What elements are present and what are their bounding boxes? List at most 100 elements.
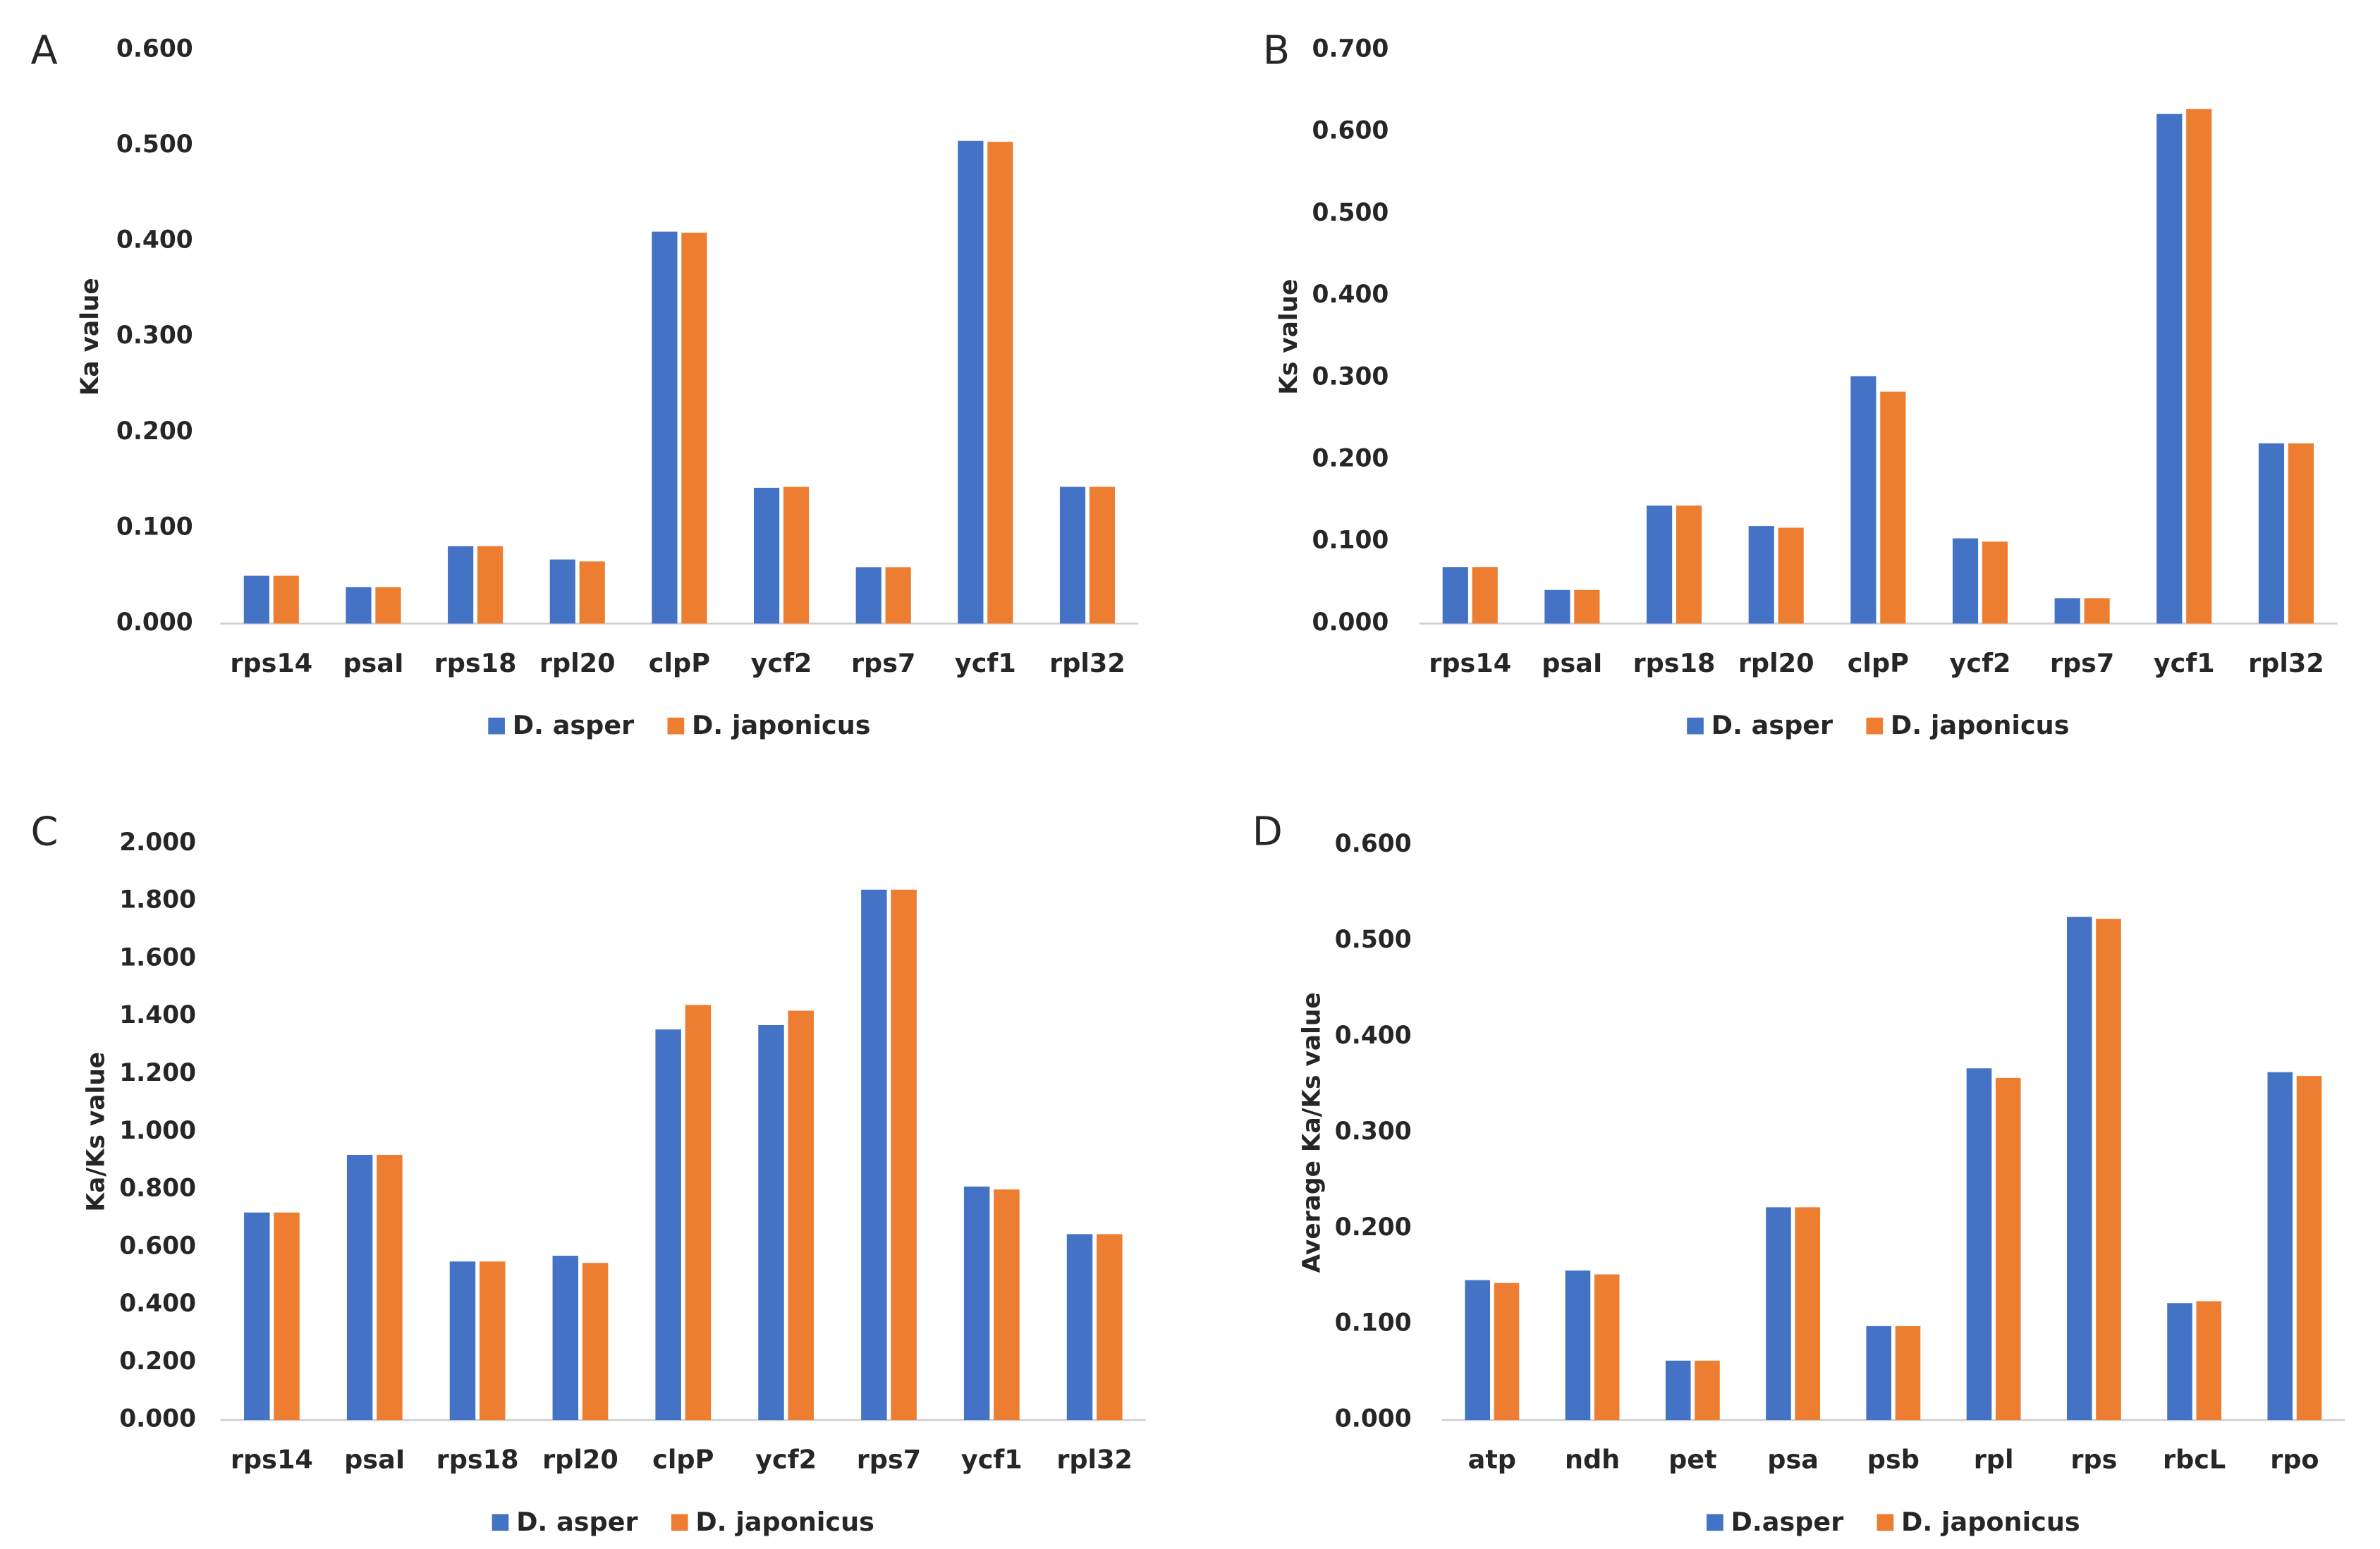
bar [1995,1077,2021,1421]
y-tick-label: 0.500 [116,130,193,159]
legend-label: D. asper [516,1507,637,1537]
x-tick-label: ycf1 [961,1445,1023,1475]
x-tick-label: rps14 [1429,648,1511,678]
panel-letter: C [31,809,59,855]
y-tick-label: 0.600 [116,35,193,63]
x-tick-label: psb [1867,1445,1920,1475]
bar [891,889,917,1421]
bar [244,1212,270,1421]
bar [1895,1325,1921,1421]
bar [1097,1234,1123,1421]
legend-swatch [671,1514,688,1531]
x-tick-label: pet [1668,1445,1716,1475]
bar [377,1154,403,1421]
bar [681,232,707,624]
legend-label: D. japonicus [1901,1507,2080,1537]
bar [1574,589,1600,624]
bar [1850,376,1876,624]
bar [1880,391,1906,624]
y-tick-label: 0.000 [1312,608,1389,637]
y-tick-label: 0.000 [116,608,193,637]
legend-label: D. japonicus [695,1507,874,1537]
y-tick-label: 0.300 [1335,1118,1412,1146]
y-tick-label: 0.500 [1312,199,1389,227]
bar [1494,1282,1520,1421]
x-tick-label: rps7 [857,1445,921,1475]
legend-swatch [488,717,505,735]
x-tick-label: clpP [1848,648,1909,678]
bar [655,1029,681,1421]
bar [2258,443,2285,624]
x-tick-label: psaI [1542,648,1602,678]
panel-letter: A [31,27,58,73]
bar [1059,486,1086,624]
x-tick-label: rps7 [851,648,915,678]
y-tick-label: 1.800 [119,886,196,914]
bar [994,1189,1020,1421]
bar [783,486,810,624]
y-tick-label: 0.400 [1312,281,1389,309]
y-tick-label: 0.200 [1335,1213,1412,1242]
y-tick-label: 0.600 [1335,830,1412,858]
x-tick-label: rps18 [434,648,517,678]
bar [582,1263,609,1421]
y-tick-label: 0.200 [1312,444,1389,472]
bar [963,1186,990,1421]
bar [1676,506,1702,624]
legend-swatch [492,1514,509,1531]
x-tick-label: ycf1 [955,648,1016,678]
bar [1066,1234,1093,1421]
bar [480,1261,506,1421]
bar [2186,109,2212,624]
bar [346,1154,373,1421]
y-tick-label: 0.300 [1312,362,1389,391]
bar [1442,567,1468,624]
bar [958,140,984,624]
x-tick-label: rpl20 [1738,648,1814,678]
y-tick-label: 0.500 [1335,926,1412,954]
bar [754,487,780,624]
bar [2167,1303,2192,1421]
legend-swatch [667,717,685,735]
x-tick-label: psa [1767,1445,1819,1475]
y-tick-label: 1.000 [119,1117,196,1145]
x-tick-label: rpl32 [1056,1445,1133,1475]
y-tick-label: 2.000 [119,828,196,857]
legend-swatch [1866,717,1884,735]
bar [1565,1271,1591,1421]
bar [1748,526,1774,624]
bar [2296,1076,2322,1421]
bar [1766,1207,1791,1421]
x-tick-label: rps18 [437,1445,519,1475]
x-tick-label: clpP [652,1445,714,1475]
x-tick-label: rps14 [231,1445,313,1475]
bar [1982,541,2008,624]
chart-panel: 0.000 0.100 0.200 0.300 0.400 0.500 0.600 rps14… [31,27,1139,740]
x-tick-label: rpo [2270,1445,2319,1475]
bar [855,567,881,624]
bar [448,546,474,624]
legend-label: D. asper [513,710,634,740]
x-tick-label: ycf2 [1950,648,2011,678]
y-tick-label: 0.400 [119,1290,196,1318]
legend: D.asper D. japonicus [1707,1507,2080,1537]
x-tick-label: atp [1468,1445,1516,1475]
x-tick-label: rps [2070,1445,2117,1475]
bar [2267,1072,2293,1421]
legend: D. asper D. japonicus [488,710,871,740]
x-tick-label: rpl32 [1049,648,1125,678]
bar [549,559,575,624]
y-axis-title: Average Ka/Ks value [1298,992,1326,1273]
bar [1544,589,1570,624]
y-tick-label: 0.000 [1335,1405,1412,1433]
bar [243,575,269,624]
y-tick-label: 0.600 [1312,117,1389,145]
x-tick-label: rbcL [2163,1445,2226,1475]
x-tick-label: rps14 [230,648,312,678]
bar [346,587,372,624]
y-tick-label: 1.200 [119,1059,196,1087]
legend-label: D. japonicus [692,710,871,740]
bar [1646,506,1673,624]
y-axis-title: Ks value [1275,279,1303,395]
